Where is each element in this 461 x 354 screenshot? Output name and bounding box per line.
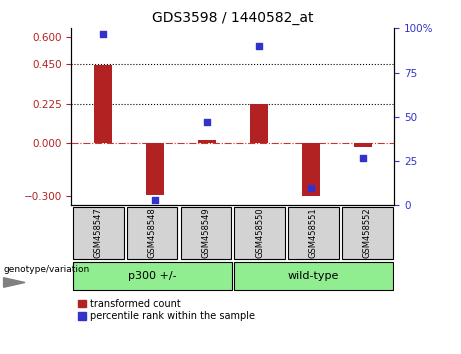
Text: GSM458547: GSM458547 [94,207,103,258]
Point [151,197,159,203]
Polygon shape [4,278,25,287]
Point [359,155,366,160]
Text: GSM458551: GSM458551 [309,207,318,258]
Text: GSM458552: GSM458552 [363,207,372,258]
Text: wild-type: wild-type [288,271,339,281]
Text: GSM458548: GSM458548 [148,207,157,258]
Point [203,119,211,125]
Title: GDS3598 / 1440582_at: GDS3598 / 1440582_at [152,11,313,24]
Legend: transformed count, percentile rank within the sample: transformed count, percentile rank withi… [77,297,257,323]
Bar [302,143,320,195]
Bar [198,140,216,143]
FancyBboxPatch shape [127,207,177,258]
FancyBboxPatch shape [342,207,392,258]
Bar [94,65,112,143]
Bar [250,104,268,143]
Text: genotype/variation: genotype/variation [4,264,90,274]
Point [99,31,106,36]
Point [307,185,314,190]
FancyBboxPatch shape [234,207,285,258]
FancyBboxPatch shape [234,262,393,290]
Bar [146,143,164,195]
FancyBboxPatch shape [73,207,124,258]
Bar [354,143,372,147]
Text: GSM458550: GSM458550 [255,207,264,258]
Point [255,43,262,49]
FancyBboxPatch shape [72,262,232,290]
Text: p300 +/-: p300 +/- [128,271,177,281]
FancyBboxPatch shape [181,207,231,258]
Text: GSM458549: GSM458549 [201,207,210,258]
FancyBboxPatch shape [288,207,339,258]
